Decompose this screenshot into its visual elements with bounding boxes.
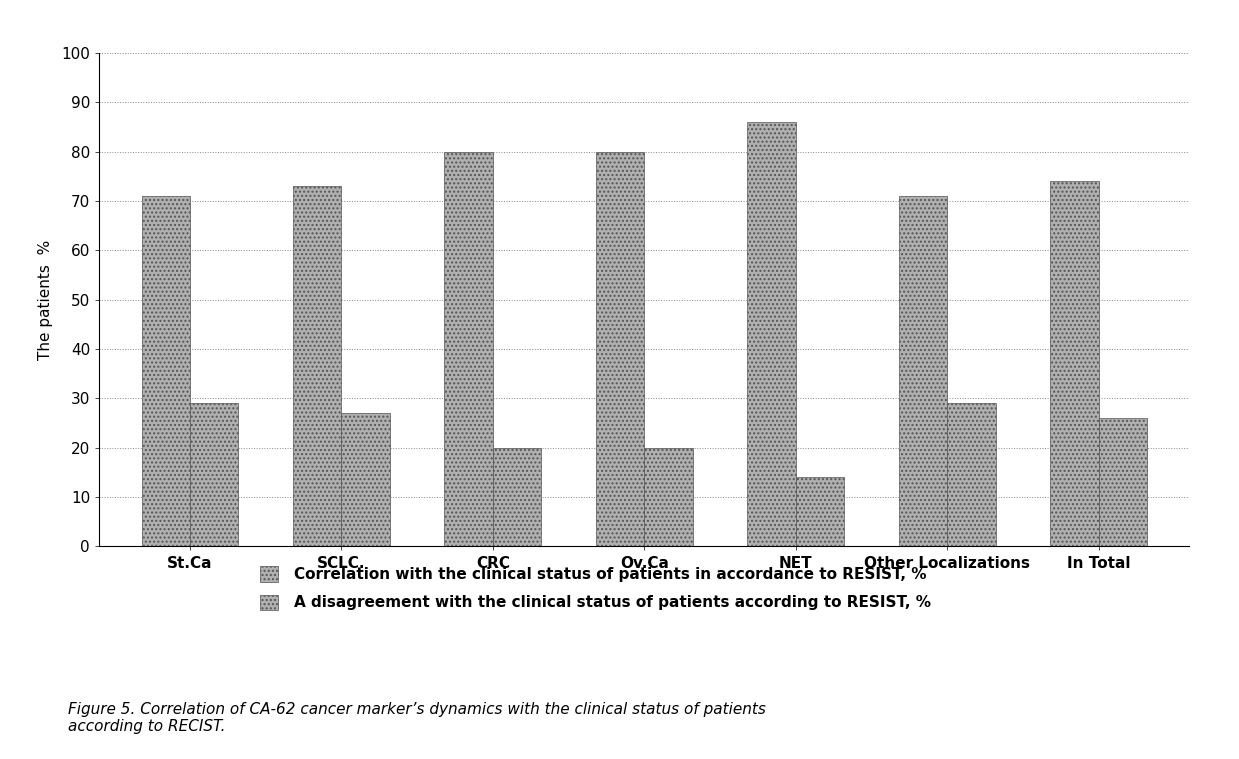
Bar <box>1051 181 1099 546</box>
Bar <box>445 152 493 546</box>
Bar <box>493 448 541 546</box>
Bar <box>795 477 844 546</box>
Bar <box>141 196 190 546</box>
Bar <box>947 404 996 546</box>
Bar <box>747 122 795 546</box>
Bar <box>596 152 644 546</box>
Bar <box>190 404 238 546</box>
Legend: Correlation with the clinical status of patients in accordance to RESIST, %, A d: Correlation with the clinical status of … <box>255 562 935 615</box>
Bar <box>1099 418 1147 546</box>
Bar <box>342 413 390 546</box>
Bar <box>898 196 947 546</box>
Text: Figure 5. Correlation of CA-62 cancer marker’s dynamics with the clinical status: Figure 5. Correlation of CA-62 cancer ma… <box>68 702 766 735</box>
Bar <box>292 186 342 546</box>
Bar <box>644 448 693 546</box>
Y-axis label: The patients  %: The patients % <box>38 240 53 360</box>
